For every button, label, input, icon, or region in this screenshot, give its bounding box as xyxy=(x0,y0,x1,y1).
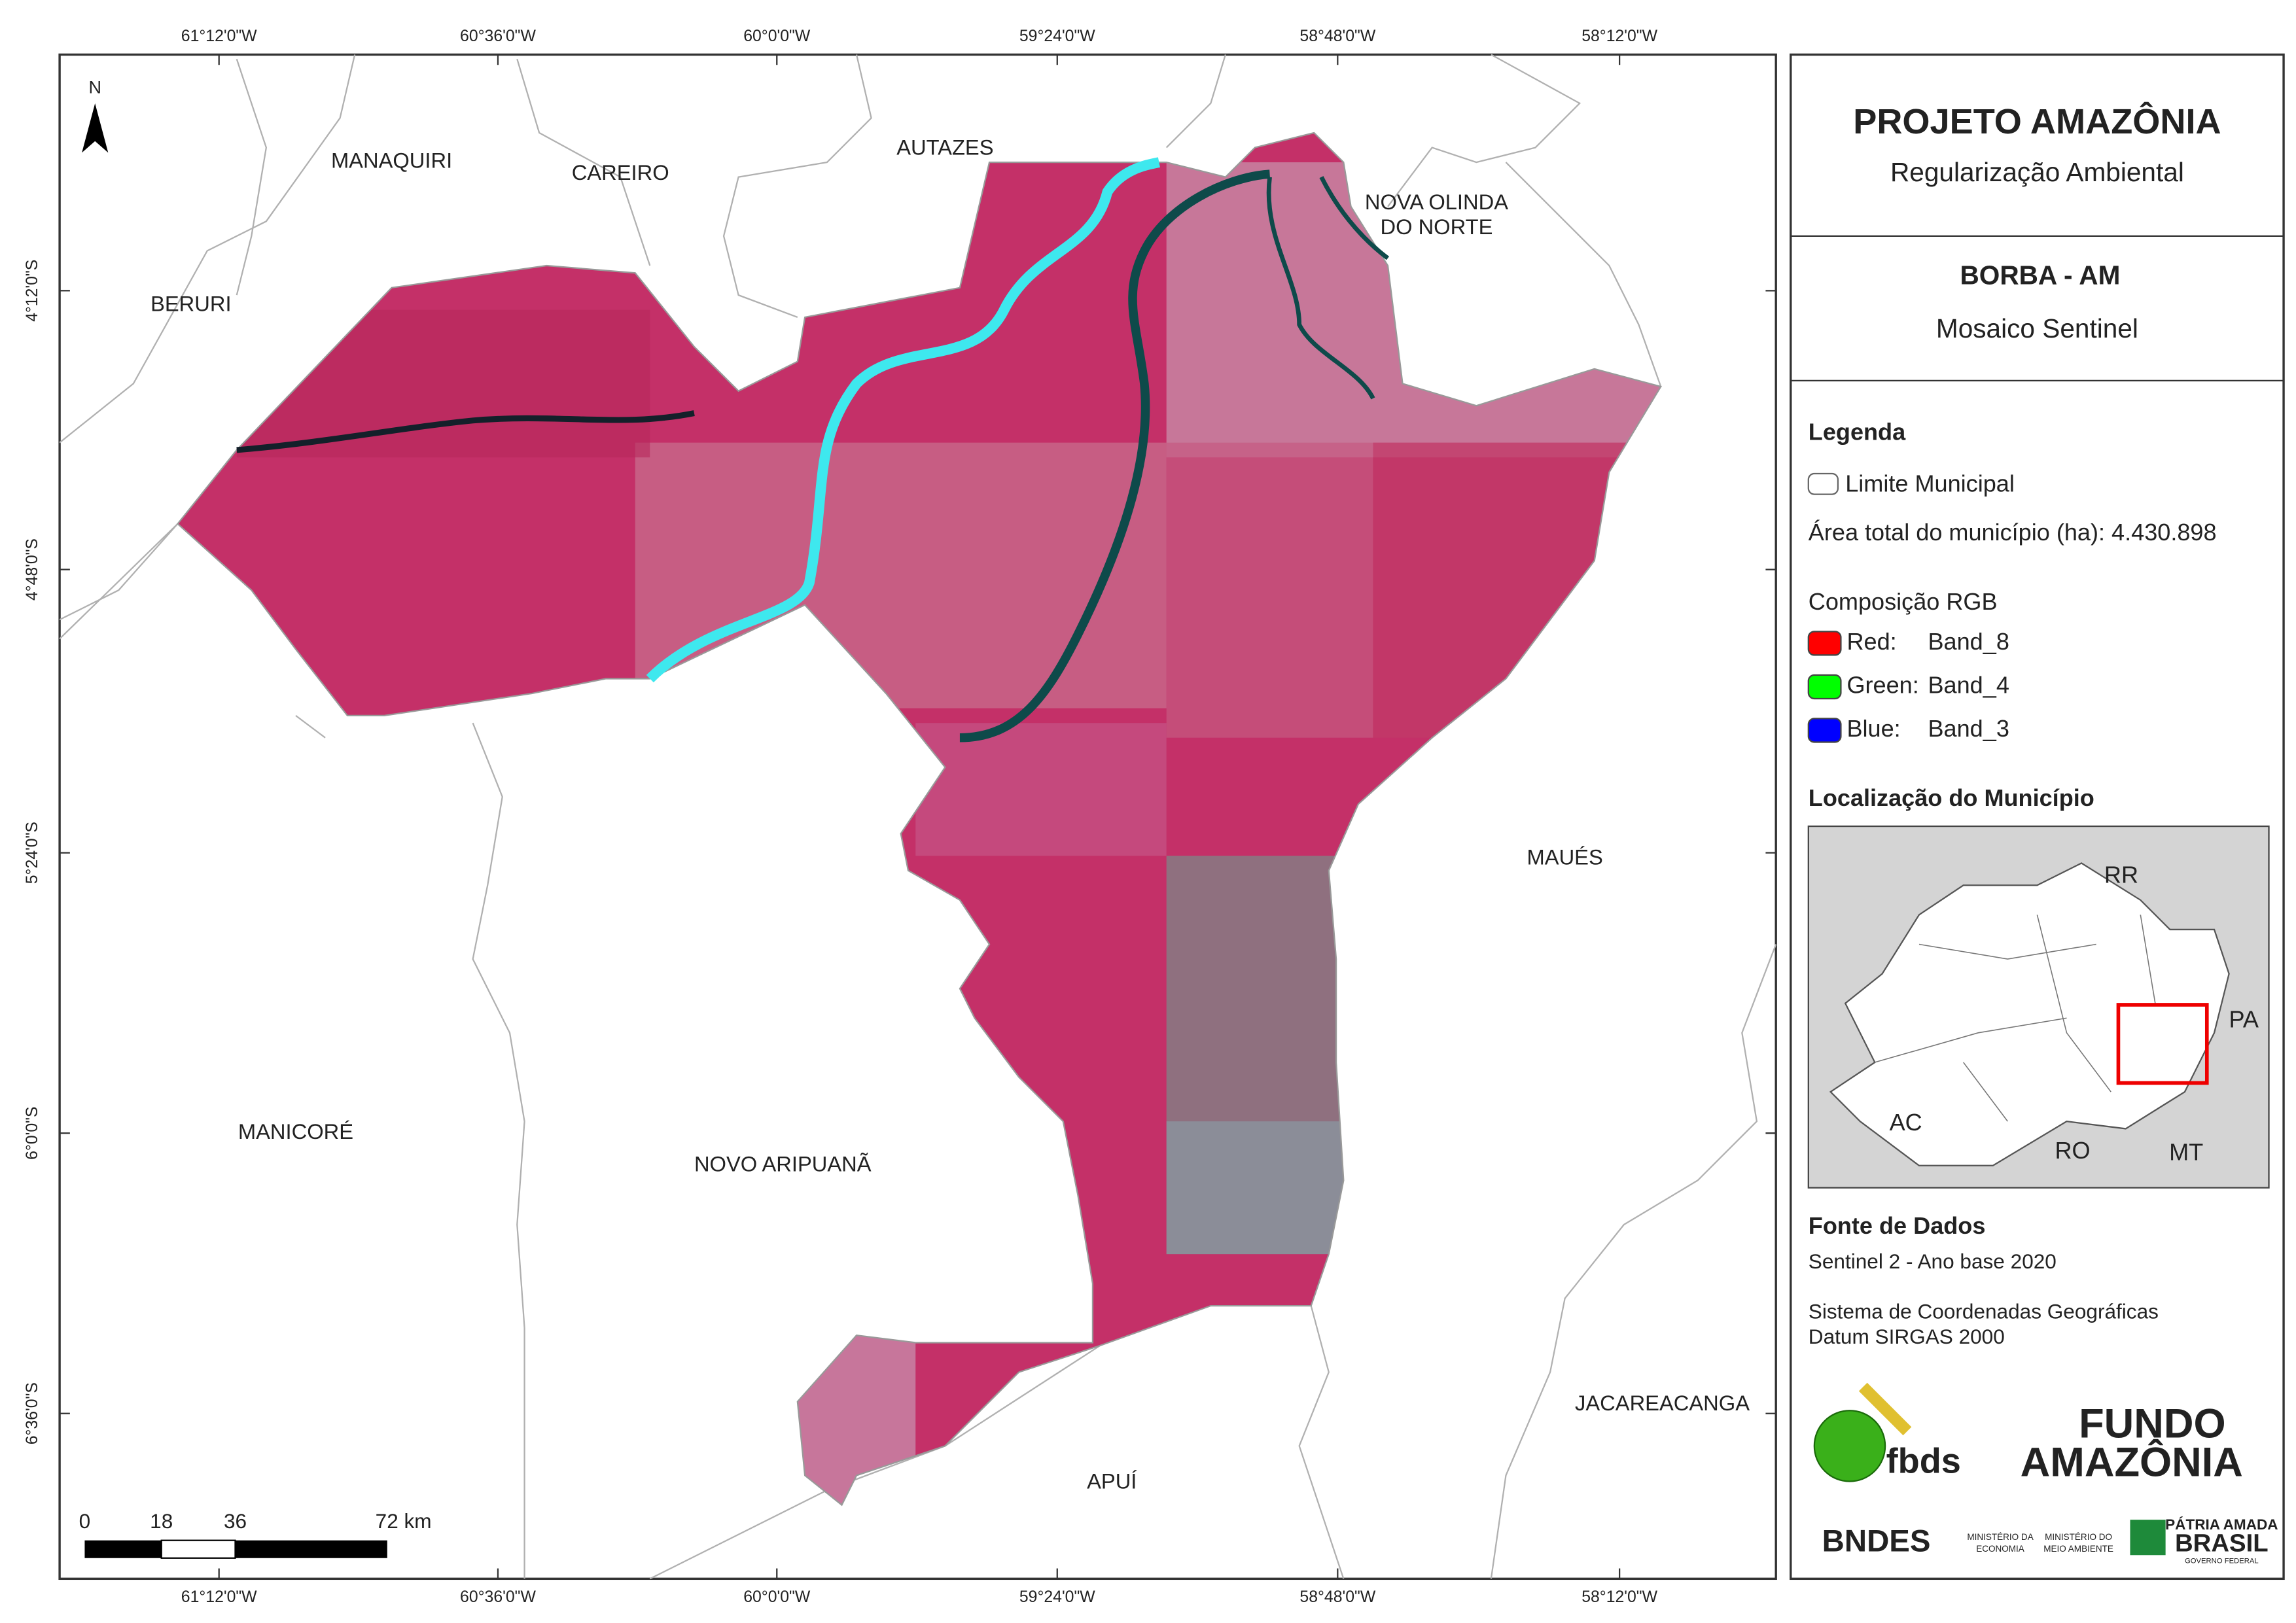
source-line: Datum SIRGAS 2000 xyxy=(1809,1325,2005,1348)
river-west xyxy=(236,410,695,453)
municipality-label: DO NORTE xyxy=(1380,215,1492,239)
river-madeira-cyan xyxy=(646,157,1160,683)
mosaic-tile xyxy=(1166,442,1373,738)
municipality-label: NOVA OLINDA xyxy=(1365,190,1508,214)
bottom-coordinate: 59°24'0"W xyxy=(1019,1588,1095,1606)
band-label: Green: xyxy=(1846,671,1918,698)
municipality-label: APUÍ xyxy=(1087,1469,1137,1493)
panel-frame xyxy=(1790,53,2285,1580)
municipality-label: JACAREACANGA xyxy=(1575,1391,1750,1415)
left-coordinate: 6°0'0"S xyxy=(24,1107,41,1160)
municipality-label: AUTAZES xyxy=(896,135,993,159)
band-value: Band_4 xyxy=(1928,671,2009,698)
logo-text: MINISTÉRIO DO xyxy=(2045,1532,2112,1542)
top-coordinate: 58°12'0"W xyxy=(1581,27,1657,45)
north-arrow xyxy=(82,103,109,153)
logo-text: GOVERNO FEDERAL xyxy=(2185,1557,2259,1565)
boundary-swatch xyxy=(1807,472,1839,495)
logo-text: fbds xyxy=(1886,1442,1961,1481)
top-coordinate: 60°36'0"W xyxy=(460,27,536,45)
municipality-label: MANICORÉ xyxy=(238,1119,353,1143)
band-swatch xyxy=(1807,674,1842,700)
river-dark xyxy=(959,169,1271,742)
panel-title: PROJETO AMAZÔNIA xyxy=(1853,101,2221,141)
legend-area: Área total do município (ha): 4.430.898 xyxy=(1809,519,2217,546)
panel-subtitle: Regularização Ambiental xyxy=(1890,157,2184,187)
band-swatch xyxy=(1807,631,1842,656)
logo-text: PÁTRIA AMADA xyxy=(2165,1516,2278,1533)
band-swatch xyxy=(1807,718,1842,743)
left-coordinate: 4°48'0"S xyxy=(24,538,41,601)
product: Mosaico Sentinel xyxy=(1936,313,2138,343)
inset-boundaries xyxy=(1875,915,2156,1122)
bottom-coordinate: 60°0'0"W xyxy=(743,1588,811,1606)
band-label: Blue: xyxy=(1846,715,1900,742)
logo-text: MEIO AMBIENTE xyxy=(2043,1544,2113,1554)
band-value: Band_8 xyxy=(1928,628,2009,655)
source-line: Sistema de Coordenadas Geográficas xyxy=(1809,1300,2159,1323)
municipality-label: MAUÉS xyxy=(1527,845,1603,869)
mosaic-tile xyxy=(915,723,1167,856)
scale-label: 72 km xyxy=(376,1509,432,1533)
left-coordinate: 4°12'0"S xyxy=(24,260,41,322)
municipal-boundaries xyxy=(59,54,1777,1580)
top-coordinate: 61°12'0"W xyxy=(181,27,257,45)
band-label: Red: xyxy=(1846,628,1896,655)
logo-text: AMAZÔNIA xyxy=(2021,1439,2243,1485)
municipality-label: CAREIRO xyxy=(572,160,669,184)
legend-boundary: Limite Municipal xyxy=(1845,470,2015,497)
logo-text: BRASIL xyxy=(2175,1529,2269,1558)
top-coordinate: 59°24'0"W xyxy=(1019,27,1095,45)
inset-map xyxy=(1807,825,2270,1189)
logo-text: MINISTÉRIO DA xyxy=(1967,1532,2033,1542)
rgb-title: Composição RGB xyxy=(1809,588,1998,615)
state-label: RR xyxy=(2104,861,2138,888)
place: BORBA - AM xyxy=(1960,260,2120,290)
logo-text: ECONOMIA xyxy=(1976,1544,2024,1554)
top-coordinate: 58°48'0"W xyxy=(1299,27,1375,45)
scale-label: 0 xyxy=(79,1509,91,1533)
amazonas-state xyxy=(1829,862,2230,1166)
north-label: N xyxy=(88,77,101,97)
municipality-label: NOVO ARIPUANÃ xyxy=(694,1151,872,1176)
source-title: Fonte de Dados xyxy=(1809,1212,1986,1239)
logo-text: BNDES xyxy=(1822,1524,1931,1559)
left-coordinate: 6°36'0"S xyxy=(24,1382,41,1444)
state-label: AC xyxy=(1890,1109,1922,1136)
municipality-label: BERURI xyxy=(150,292,232,316)
scale-bar xyxy=(84,1539,387,1559)
bottom-coordinate: 58°12'0"W xyxy=(1581,1588,1657,1606)
inset-highlight xyxy=(2116,1003,2209,1085)
bottom-coordinate: 60°36'0"W xyxy=(460,1588,536,1606)
municipality-label: MANAQUIRI xyxy=(331,148,452,173)
location-title: Localização do Município xyxy=(1809,784,2094,811)
fbds-globe xyxy=(1813,1410,1886,1482)
bottom-coordinate: 61°12'0"W xyxy=(181,1588,257,1606)
left-coordinate: 5°24'0"S xyxy=(24,822,41,884)
top-coordinate: 60°0'0"W xyxy=(743,27,811,45)
state-label: RO xyxy=(2055,1137,2090,1164)
fbds-mark xyxy=(1858,1382,1912,1436)
scale-segment xyxy=(84,1540,162,1558)
scale-label: 36 xyxy=(224,1509,247,1533)
mosaic-tile xyxy=(1166,1121,1358,1255)
scale-segment xyxy=(235,1540,387,1558)
state-label: PA xyxy=(2229,1005,2258,1032)
scale-label: 18 xyxy=(150,1509,173,1533)
source-line: Sentinel 2 - Ano base 2020 xyxy=(1809,1249,2057,1273)
state-label: MT xyxy=(2169,1138,2203,1165)
bottom-coordinate: 58°48'0"W xyxy=(1299,1588,1375,1606)
logo-text: FUNDO xyxy=(2079,1401,2225,1447)
legend-title: Legenda xyxy=(1809,419,1906,445)
river-dark-north xyxy=(1266,176,1390,400)
scale-segment xyxy=(160,1539,236,1559)
band-value: Band_3 xyxy=(1928,715,2009,742)
brasil-flag xyxy=(2130,1520,2166,1556)
